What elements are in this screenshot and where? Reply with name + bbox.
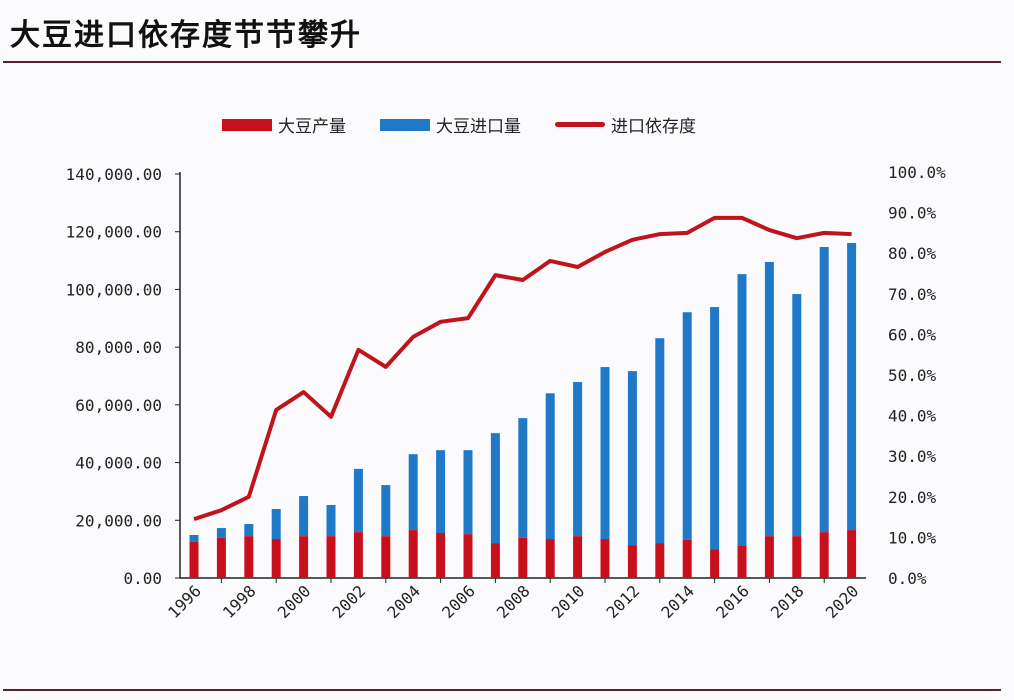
legend-item-dependence: 进口依存度 — [555, 112, 696, 137]
bar-production — [381, 536, 391, 578]
bar-production — [682, 539, 692, 578]
bar-import — [244, 524, 254, 537]
bar-import — [271, 509, 281, 540]
x-tick-label: 2004 — [383, 581, 424, 622]
chart-legend: 大豆产量 大豆进口量 进口依存度 — [222, 112, 696, 137]
bar-production — [326, 536, 336, 578]
bar-import — [573, 382, 583, 537]
x-tick-label: 2012 — [603, 581, 644, 622]
legend-label-production: 大豆产量 — [278, 117, 346, 137]
x-tick-label: 2020 — [822, 581, 863, 622]
x-tick-label: 2002 — [329, 581, 370, 622]
bar-production — [600, 539, 610, 578]
bar-import — [490, 433, 500, 544]
bar-import — [518, 418, 528, 538]
bar-production — [545, 539, 555, 578]
bar-production — [463, 534, 473, 578]
bar-production — [819, 532, 829, 578]
bar-production — [271, 539, 281, 578]
bar-import — [847, 242, 857, 531]
page-title: 大豆进口依存度节节攀升 — [10, 18, 362, 53]
right-tick-label: 40.0% — [888, 407, 937, 426]
x-tick-label: 2008 — [493, 581, 534, 622]
x-tick-label: 1996 — [164, 581, 205, 622]
bar-import — [436, 450, 446, 533]
right-tick-label: 50.0% — [888, 366, 937, 385]
legend-swatch-import — [380, 118, 430, 131]
bar-production — [408, 530, 418, 578]
right-tick-label: 100.0% — [888, 163, 946, 182]
legend-item-production: 大豆产量 — [222, 112, 346, 137]
bar-production — [490, 543, 500, 578]
right-tick-label: 60.0% — [888, 325, 937, 344]
bar-production — [792, 536, 802, 578]
right-tick-label: 20.0% — [888, 488, 937, 507]
bar-import — [792, 294, 802, 537]
bar-production — [764, 536, 774, 578]
bar-import — [655, 338, 665, 544]
bar-production — [518, 537, 528, 578]
bar-production — [710, 549, 720, 578]
legend-item-import: 大豆进口量 — [380, 112, 521, 137]
bar-production — [189, 541, 199, 578]
right-tick-label: 10.0% — [888, 528, 937, 547]
bar-production — [847, 530, 857, 578]
bar-import — [408, 454, 418, 531]
left-tick-label: 140,000.00 — [66, 165, 162, 184]
bar-import — [216, 528, 226, 538]
legend-swatch-production — [222, 118, 272, 131]
x-tick-label: 2016 — [712, 581, 753, 622]
bar-import — [189, 535, 199, 542]
bar-import — [600, 367, 610, 540]
x-tick-label: 2018 — [767, 581, 808, 622]
left-tick-label: 100,000.00 — [66, 280, 162, 299]
x-tick-label: 2006 — [438, 581, 479, 622]
right-tick-label: 30.0% — [888, 447, 937, 466]
bar-production — [244, 536, 254, 578]
bar-import — [819, 247, 829, 533]
left-tick-label: 60,000.00 — [75, 396, 162, 415]
bar-production — [737, 545, 747, 578]
bar-production — [299, 536, 309, 578]
bar-import — [381, 485, 391, 537]
bar-production — [573, 536, 583, 578]
left-tick-label: 20,000.00 — [75, 511, 162, 530]
legend-label-dependence: 进口依存度 — [611, 117, 696, 137]
bar-import — [463, 450, 473, 535]
bar-import — [299, 496, 309, 537]
bar-import — [353, 468, 363, 533]
left-tick-label: 120,000.00 — [66, 223, 162, 242]
right-tick-label: 0.0% — [888, 569, 927, 588]
bar-production — [655, 543, 665, 578]
bar-production — [216, 537, 226, 578]
bar-import — [710, 307, 720, 550]
bar-production — [353, 532, 363, 578]
x-tick-label: 2010 — [548, 581, 589, 622]
right-tick-label: 90.0% — [888, 204, 937, 223]
bar-production — [627, 545, 637, 578]
left-tick-label: 0.00 — [123, 569, 162, 588]
bottom-divider — [3, 689, 1001, 691]
bar-import — [326, 504, 336, 537]
left-tick-label: 40,000.00 — [75, 454, 162, 473]
right-tick-label: 80.0% — [888, 244, 937, 263]
bar-import — [627, 371, 637, 546]
bar-import — [545, 393, 555, 540]
right-tick-label: 70.0% — [888, 285, 937, 304]
bar-import — [764, 262, 774, 537]
legend-swatch-dependence — [555, 122, 605, 127]
x-tick-label: 2000 — [274, 581, 315, 622]
bar-production — [436, 532, 446, 578]
legend-label-import: 大豆进口量 — [436, 117, 521, 137]
left-tick-label: 80,000.00 — [75, 338, 162, 357]
x-tick-label: 1998 — [219, 581, 260, 622]
bar-import — [682, 312, 692, 540]
title-divider — [3, 61, 1001, 63]
bar-import — [737, 274, 747, 546]
x-tick-label: 2014 — [657, 581, 698, 622]
